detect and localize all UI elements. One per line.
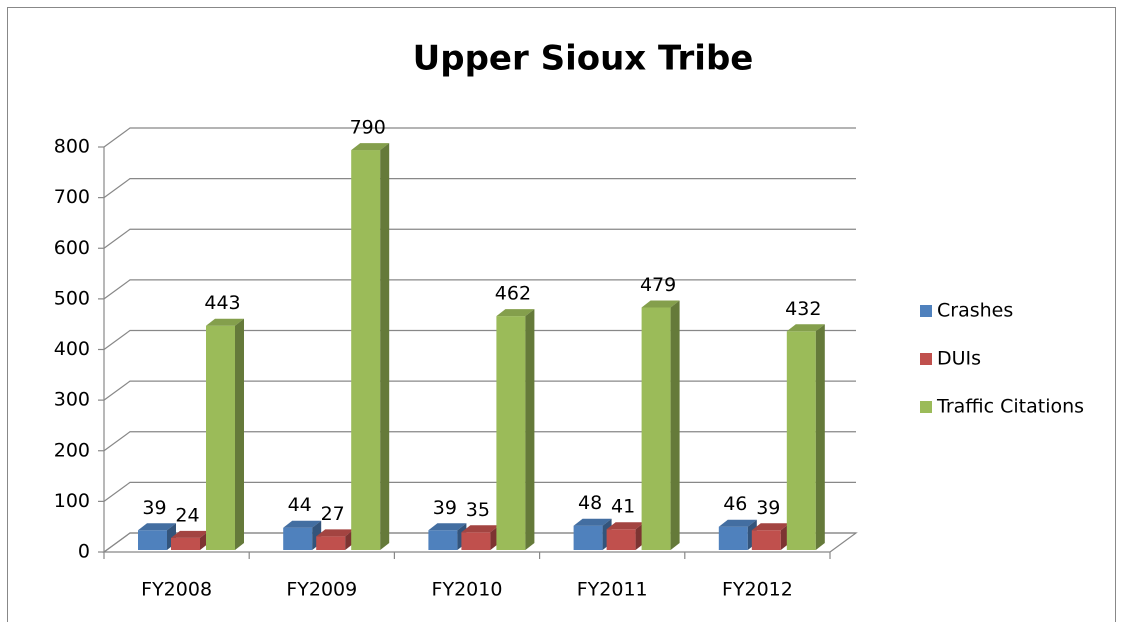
legend-label: Crashes xyxy=(937,300,1013,322)
bar xyxy=(573,525,603,550)
bar-side xyxy=(235,318,244,550)
bar-side xyxy=(670,300,680,550)
x-tick-label: FY2011 xyxy=(577,579,648,601)
legend-swatch xyxy=(920,401,932,413)
grid-line xyxy=(103,481,856,502)
bar xyxy=(206,325,235,550)
data-label: 27 xyxy=(321,503,345,525)
y-tick-label: 500 xyxy=(54,287,90,309)
bar-top xyxy=(428,523,467,531)
bar-top xyxy=(786,324,825,332)
grid-line xyxy=(103,380,856,401)
data-label: 44 xyxy=(288,494,312,516)
bar-top xyxy=(606,522,645,530)
grid-line xyxy=(103,178,856,199)
bar xyxy=(718,526,748,550)
y-tick-label: 800 xyxy=(54,136,90,158)
data-label: 443 xyxy=(204,292,240,314)
bar xyxy=(316,536,346,550)
data-label: 46 xyxy=(723,493,747,515)
legend-swatch xyxy=(920,305,932,317)
bar-top xyxy=(496,309,535,317)
data-label: 41 xyxy=(611,496,635,518)
data-label: 35 xyxy=(466,499,490,521)
legend-swatch xyxy=(920,353,932,365)
bar xyxy=(786,331,816,550)
bar xyxy=(751,530,781,550)
chart-title: Upper Sioux Tribe xyxy=(413,39,754,79)
bar xyxy=(461,532,491,550)
bar xyxy=(606,529,636,550)
chart-border xyxy=(7,7,1116,622)
y-tick-label: 400 xyxy=(54,338,90,360)
bar-top xyxy=(206,318,244,326)
bar-top xyxy=(573,518,612,526)
bar xyxy=(351,150,381,550)
bar-side xyxy=(380,143,390,550)
bar-top xyxy=(283,520,322,528)
grid-line xyxy=(103,127,856,148)
data-label: 48 xyxy=(578,492,602,514)
x-tick-label: FY2012 xyxy=(722,579,793,601)
data-label: 24 xyxy=(175,504,199,526)
bar-side xyxy=(525,309,535,550)
y-tick-label: 600 xyxy=(54,237,90,259)
y-tick-label: 100 xyxy=(54,490,90,512)
legend-label: DUIs xyxy=(937,348,981,370)
data-label: 432 xyxy=(785,298,821,320)
bar-top xyxy=(351,143,390,151)
y-tick-label: 0 xyxy=(78,541,90,563)
bar-top xyxy=(316,529,355,537)
data-label: 462 xyxy=(495,283,531,305)
grid-line xyxy=(103,279,856,300)
legend-label: Traffic Citations xyxy=(936,396,1084,418)
y-tick-label: 300 xyxy=(54,389,90,411)
y-tick-label: 700 xyxy=(54,186,90,208)
bar-top xyxy=(171,530,209,538)
y-tick-label: 200 xyxy=(54,439,90,461)
data-label: 790 xyxy=(350,117,386,139)
bar xyxy=(283,527,313,550)
grid-line xyxy=(103,431,856,452)
bar-top xyxy=(718,519,757,527)
grid-line xyxy=(103,228,856,249)
bar-top xyxy=(641,300,680,308)
bar-top xyxy=(461,525,500,533)
bar xyxy=(496,316,526,550)
data-label: 39 xyxy=(433,497,457,519)
bar-top xyxy=(751,523,790,531)
bar-side xyxy=(815,324,825,550)
data-label: 479 xyxy=(640,274,676,296)
bar xyxy=(641,307,671,550)
x-tick-label: FY2008 xyxy=(141,579,212,601)
bar xyxy=(428,530,458,550)
data-label: 39 xyxy=(142,497,166,519)
x-tick-label: FY2010 xyxy=(432,579,503,601)
data-label: 39 xyxy=(756,497,780,519)
grid-line xyxy=(103,329,856,350)
bar-top xyxy=(138,523,176,531)
x-tick-label: FY2009 xyxy=(286,579,357,601)
bar xyxy=(138,530,167,550)
bar xyxy=(171,537,200,550)
